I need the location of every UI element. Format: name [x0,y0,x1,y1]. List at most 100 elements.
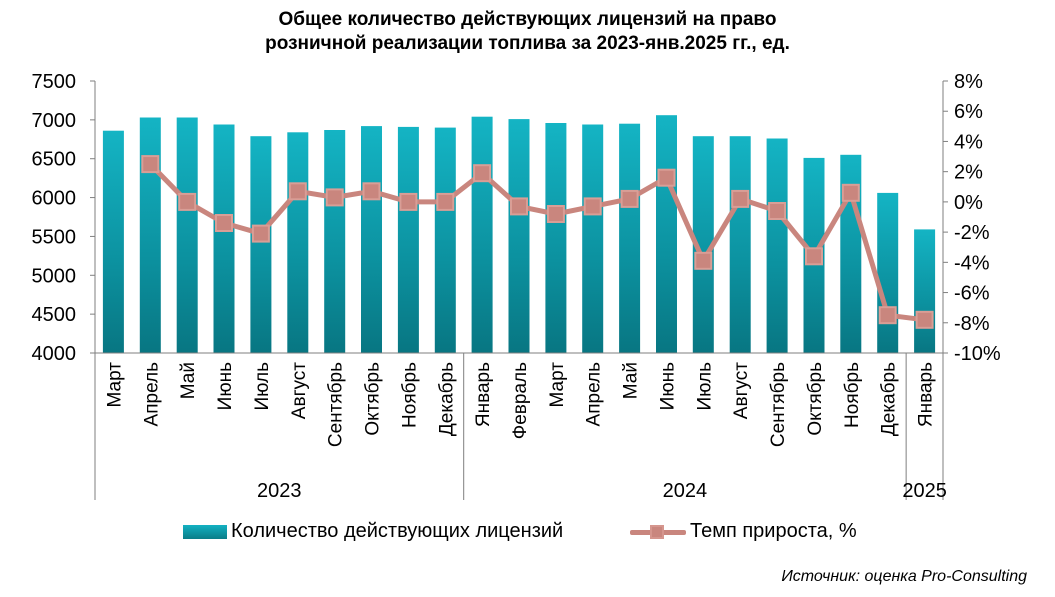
growth-marker [510,197,528,216]
category-label: Январь [473,362,494,427]
bar [619,123,641,353]
growth-marker [731,189,750,208]
growth-marker [878,306,897,325]
year-label: 2025 [902,480,947,502]
growth-marker [178,192,197,211]
bar [250,136,272,353]
growth-marker [620,189,639,208]
bar [287,132,309,353]
right-tick-label: -10% [954,343,1001,365]
right-tick-label: 8% [954,71,983,93]
bar [361,126,382,353]
bar [877,192,899,353]
category-label: Октябрь [363,362,384,436]
category-label: Июль [694,362,715,411]
legend-bar-swatch [183,524,227,539]
bar [324,130,346,353]
bar [397,126,419,354]
category-label: Март [104,362,125,408]
category-label: Май [178,362,199,399]
labels-layer: 4000 4500 5000 5500 6000 6500 7000 7500 -10% -8% -… [32,71,1001,502]
left-tick-label: 7500 [32,71,77,93]
bar [471,116,493,353]
growth-marker [251,224,270,243]
legend: Количество действующих лицензий Темп при… [0,520,1055,550]
growth-marker [915,310,934,329]
right-tick-label: 2% [954,162,983,184]
right-tick-label: 6% [954,101,983,123]
category-label: Февраль [510,362,531,439]
left-tick-label: 5500 [32,226,77,248]
category-label: Август [289,362,310,419]
category-label: Август [731,362,752,419]
category-label: Сентябрь [326,362,347,447]
category-label: Март [547,362,568,408]
left-tick-label: 6500 [32,149,77,171]
growth-line [147,161,928,323]
left-tick-label: 5000 [32,265,77,287]
category-label: Ноябрь [842,362,863,428]
bar [582,124,604,353]
chart-title: Общее количество действующих лицензий на… [0,8,1055,56]
left-tick-label: 7000 [32,110,77,132]
category-label: Декабрь [436,362,457,436]
category-label: Сентябрь [768,362,789,447]
growth-marker [583,197,602,216]
bar [434,127,456,353]
right-tick-label: 0% [954,192,983,214]
axes-layer [90,80,948,500]
combo-chart: 4000 4500 5000 5500 6000 6500 7000 7500 -10% -8% -… [32,71,1001,502]
bar [914,229,936,353]
chart-title-line-2: розничной реализации топлива за 2023-янв… [265,33,790,54]
bar [176,117,198,353]
bar [656,115,677,353]
growth-marker [768,202,787,220]
category-label: Ноябрь [399,362,420,428]
bar [508,119,530,353]
growth-marker [362,182,381,201]
bars-layer [102,115,936,354]
growth-marker [841,183,860,202]
category-label: Январь [916,362,937,427]
line-layer [141,155,934,329]
legend-line-swatch [630,524,686,540]
growth-marker [215,214,233,232]
category-label: Июнь [658,362,679,410]
category-label: Май [621,362,642,399]
left-tick-label: 4500 [32,304,77,326]
category-label: Апрель [584,362,605,427]
source-note: Источник: оценка Pro-Consulting [781,568,1027,585]
growth-marker [436,192,455,211]
bar [545,123,567,353]
bar [729,136,751,353]
growth-marker [805,247,823,266]
legend-item-bars: Количество действующих лицензий [183,520,563,543]
category-label: Июль [252,362,273,411]
bar [213,124,235,353]
growth-marker [141,155,160,174]
right-tick-label: -2% [954,222,990,244]
growth-marker [473,164,492,183]
bar [766,138,788,353]
left-tick-label: 4000 [32,343,77,365]
left-tick-label: 6000 [32,188,77,210]
growth-marker [288,182,307,201]
right-tick-label: 4% [954,131,983,153]
right-tick-label: -6% [954,283,990,305]
right-tick-label: -8% [954,313,990,335]
growth-marker [694,251,713,270]
bar [139,117,161,353]
bar [692,136,714,353]
legend-item-line: Темп прироста, % [630,520,857,543]
category-label: Декабрь [879,362,900,436]
growth-marker [546,205,565,223]
growth-marker [399,192,418,211]
category-label: Апрель [141,362,162,427]
chart-title-line-1: Общее количество действующих лицензий на… [278,9,777,30]
category-label: Июнь [215,362,236,410]
year-label: 2024 [663,480,708,502]
growth-marker [657,168,676,187]
legend-bar-label: Количество действующих лицензий [231,520,564,542]
growth-marker [325,188,344,207]
bar [102,130,124,353]
